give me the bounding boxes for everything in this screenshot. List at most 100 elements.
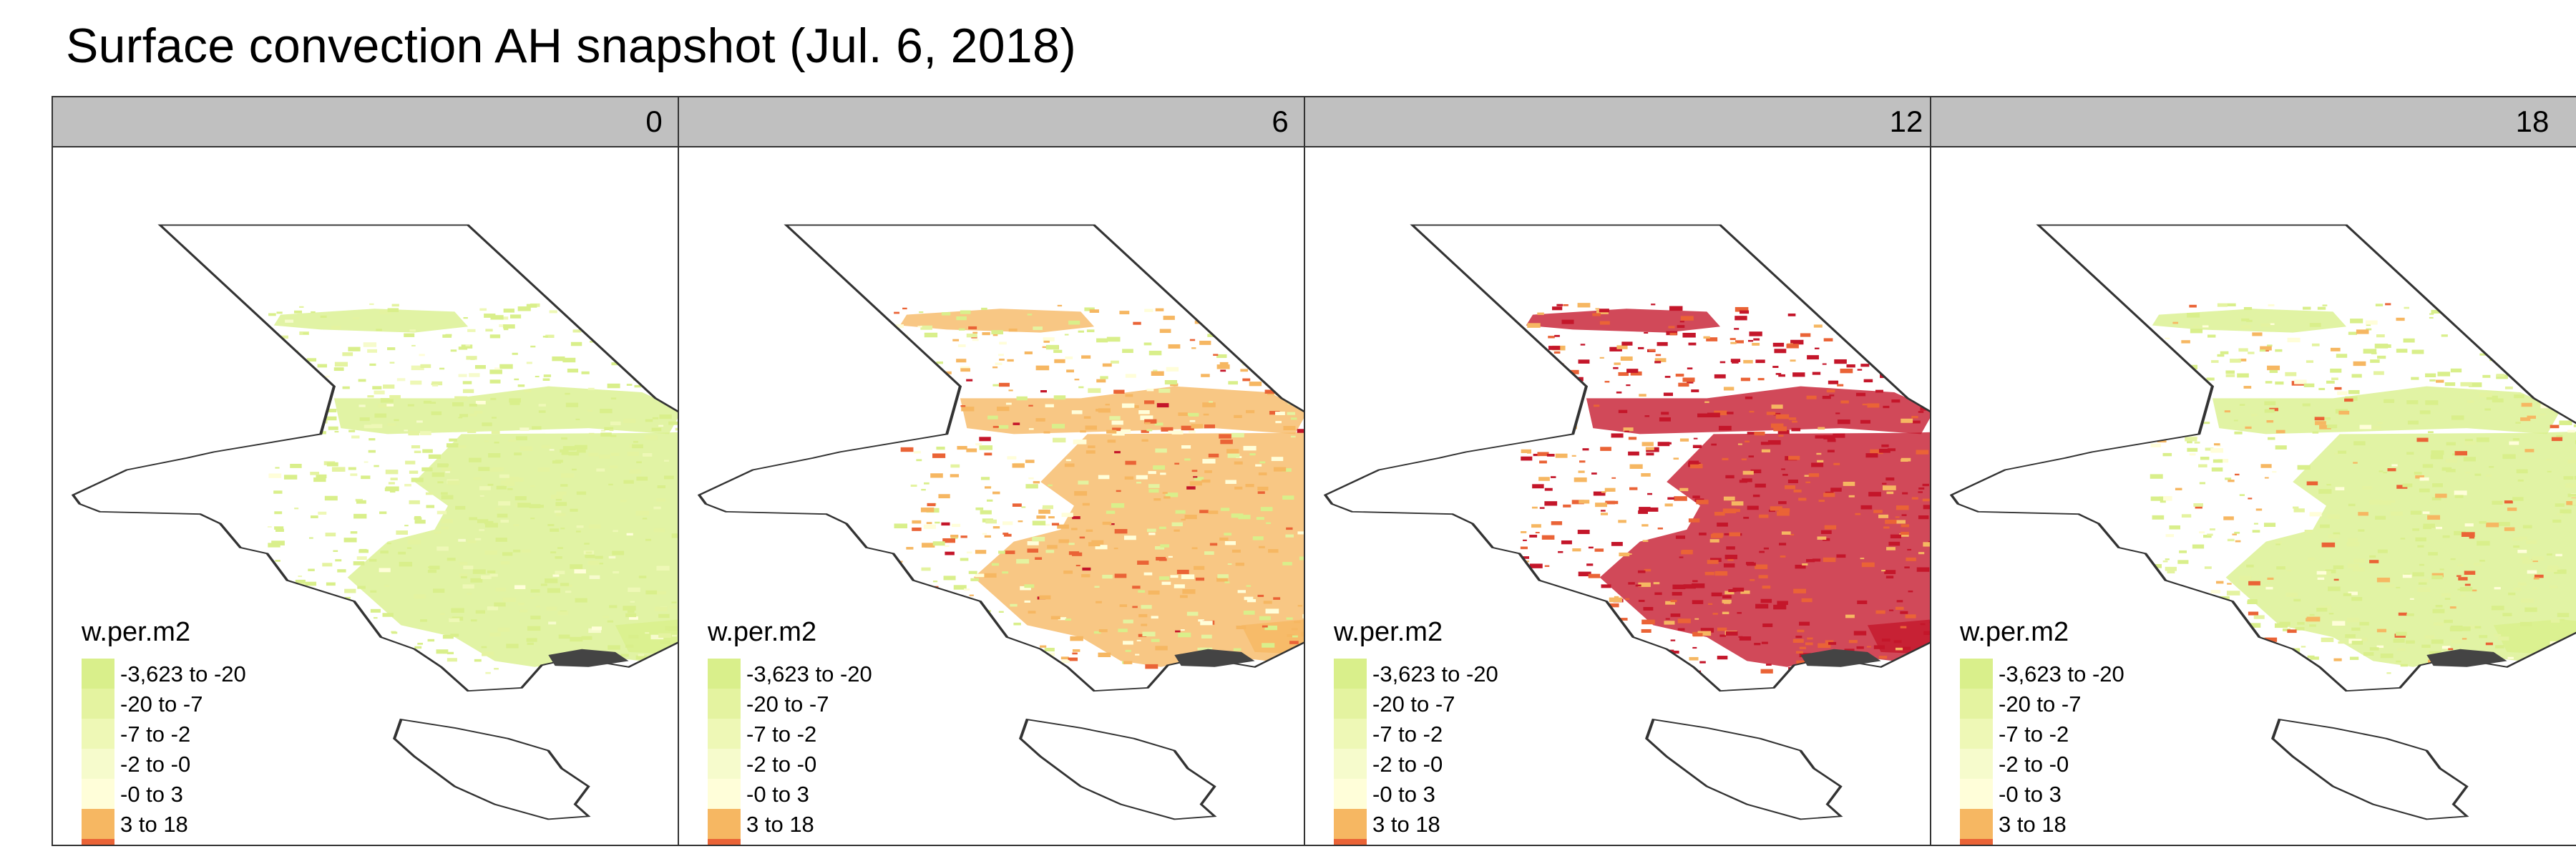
legend-swatch — [82, 749, 114, 779]
legend-label: -20 to -7 — [120, 691, 203, 717]
legend-label: 18 to 119 — [1372, 843, 1463, 845]
legend-swatch — [708, 719, 741, 749]
page-title: Surface convection AH snapshot (Jul. 6, … — [66, 19, 1077, 73]
legend-swatch — [1334, 809, 1367, 839]
legend-entry: 18 to 119 — [1960, 839, 2132, 845]
legend-label: -20 to -7 — [1999, 691, 2082, 717]
legend-swatch — [1334, 689, 1367, 719]
legend-label: -0 to 3 — [1372, 781, 1435, 807]
legend-label: -7 to -2 — [120, 721, 191, 747]
legend-swatch — [1960, 659, 1993, 689]
legend-label: -7 to -2 — [1999, 721, 2069, 747]
map-area: w.per.m2 -3,623 to -20 -20 to -7 -7 to -2 -2… — [1930, 147, 2576, 846]
legend-swatch — [82, 719, 114, 749]
legend-swatch — [708, 779, 741, 809]
legend-swatch — [82, 779, 114, 809]
legend-label: -7 to -2 — [746, 721, 817, 747]
legend-label: -3,623 to -20 — [120, 661, 246, 686]
catalina-island-boundary — [392, 718, 591, 820]
legend-label: -0 to 3 — [746, 781, 809, 807]
legend-entry: -2 to -0 — [82, 749, 254, 779]
legend-entry: -2 to -0 — [708, 749, 880, 779]
legend-entry: 18 to 119 — [708, 839, 880, 845]
legend-entry: -7 to -2 — [82, 719, 254, 749]
legend-label: -7 to -2 — [1372, 721, 1443, 747]
legend-label: -2 to -0 — [1372, 751, 1443, 777]
legend-swatch — [708, 749, 741, 779]
catalina-island-boundary — [1018, 718, 1217, 820]
legend-swatch — [1334, 839, 1367, 845]
raster-region-antelope-valley-1 — [273, 309, 469, 333]
legend-entry: -20 to -7 — [1960, 689, 2132, 719]
legend-label: -2 to -0 — [1999, 751, 2069, 777]
legend-entry: 18 to 119 — [1334, 839, 1506, 845]
legend-entry: 3 to 18 — [708, 809, 880, 839]
legend-entry: -0 to 3 — [1334, 779, 1506, 809]
legend-entry: -7 to -2 — [1960, 719, 2132, 749]
legend-swatch — [1960, 839, 1993, 845]
port-area — [1174, 649, 1255, 667]
legend-entry: -20 to -7 — [82, 689, 254, 719]
legend-swatch — [708, 839, 741, 845]
catalina-island-boundary — [1644, 718, 1843, 820]
legend-swatch — [1960, 779, 1993, 809]
legend-swatch — [82, 809, 114, 839]
legend-label: 18 to 119 — [1999, 843, 2089, 845]
legend-entry: -20 to -7 — [1334, 689, 1506, 719]
legend-swatch — [708, 689, 741, 719]
legend-entry: -20 to -7 — [708, 689, 880, 719]
legend-label: -2 to -0 — [120, 751, 191, 777]
county-map — [1949, 224, 2576, 820]
raster-region-antelope-valley-2 — [2560, 237, 2576, 249]
legend-entry: -7 to -2 — [708, 719, 880, 749]
legend-swatch — [1960, 749, 1993, 779]
legend-entry: -3,623 to -20 — [82, 659, 254, 689]
facet-panel-18: 18 w.per.m2 -3,623 to -20 -20 to -7 -7 to -2… — [1930, 96, 2576, 846]
legend-label: -2 to -0 — [746, 751, 817, 777]
legend-label: 18 to 119 — [120, 843, 211, 845]
legend-title: w.per.m2 — [708, 617, 817, 647]
legend-entry: -3,623 to -20 — [1960, 659, 2132, 689]
legend-swatch — [1334, 779, 1367, 809]
raster-region-harbor — [2493, 619, 2576, 656]
legend-swatch — [1334, 719, 1367, 749]
legend-title: w.per.m2 — [1960, 617, 2069, 647]
legend-swatch — [1960, 809, 1993, 839]
legend-entry: -0 to 3 — [1960, 779, 2132, 809]
legend-entry: 18 to 119 — [82, 839, 254, 845]
facet-strip-label: 18 — [1930, 96, 2576, 147]
legend: w.per.m2 -3,623 to -20 -20 to -7 -7 to -2 -2… — [1334, 618, 1506, 845]
raster-region-valley-north — [1586, 386, 1935, 435]
legend-entry: -2 to -0 — [1334, 749, 1506, 779]
legend-entry: -7 to -2 — [1334, 719, 1506, 749]
legend-label: 3 to 18 — [1372, 811, 1440, 837]
legend-entry: -3,623 to -20 — [1334, 659, 1506, 689]
legend-swatch — [1960, 689, 1993, 719]
legend-entry: 3 to 18 — [1334, 809, 1506, 839]
legend-entry: 3 to 18 — [1960, 809, 2132, 839]
legend-label: -3,623 to -20 — [1999, 661, 2124, 686]
port-area — [2426, 649, 2507, 667]
legend-label: 3 to 18 — [746, 811, 814, 837]
legend: w.per.m2 -3,623 to -20 -20 to -7 -7 to -2 -2… — [82, 617, 254, 845]
legend-label: 18 to 119 — [746, 843, 837, 845]
legend-entry: -0 to 3 — [708, 779, 880, 809]
legend-swatch — [1334, 749, 1367, 779]
legend-entry: -3,623 to -20 — [708, 659, 880, 689]
heat-raster — [2147, 237, 2576, 676]
raster-region-valley-north — [960, 386, 1309, 435]
legend-swatch — [82, 839, 114, 845]
legend-label: -0 to 3 — [1999, 781, 2062, 807]
legend-swatch — [1960, 719, 1993, 749]
raster-region-antelope-valley-1 — [1526, 309, 1721, 333]
county-boundary — [1949, 224, 2576, 692]
legend-swatch — [708, 809, 741, 839]
legend-label: 3 to 18 — [120, 811, 188, 837]
raster-region-urban-core — [2225, 428, 2576, 667]
legend-label: -3,623 to -20 — [1372, 661, 1498, 686]
port-area — [1800, 649, 1881, 667]
legend-title: w.per.m2 — [82, 617, 191, 647]
legend-entry: -2 to -0 — [1960, 749, 2132, 779]
legend-label: -3,623 to -20 — [746, 661, 872, 686]
raster-region-valley-north — [333, 386, 683, 435]
